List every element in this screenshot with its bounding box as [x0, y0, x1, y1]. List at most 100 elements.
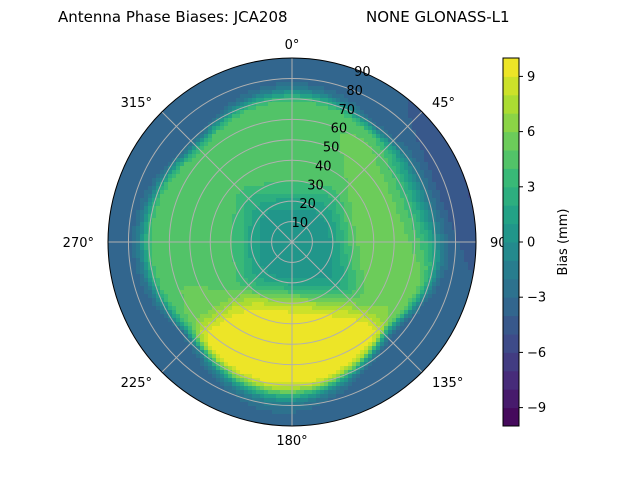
contour-cell	[128, 230, 133, 235]
contour-cell	[260, 146, 265, 151]
contour-cell	[308, 198, 313, 203]
contour-cell	[424, 186, 429, 191]
contour-cell	[304, 130, 309, 135]
contour-cell	[192, 146, 197, 151]
contour-cell	[348, 82, 353, 87]
contour-cell	[440, 146, 445, 151]
contour-cell	[360, 194, 365, 199]
contour-cell	[268, 154, 273, 159]
contour-cell	[244, 134, 249, 139]
contour-cell	[192, 258, 197, 263]
contour-cell	[428, 246, 433, 251]
contour-cell	[276, 294, 281, 299]
contour-cell	[276, 262, 281, 267]
contour-cell	[348, 306, 353, 311]
contour-cell	[372, 230, 377, 235]
contour-cell	[416, 182, 421, 187]
contour-cell	[460, 234, 465, 239]
contour-cell	[428, 170, 433, 175]
contour-cell	[400, 250, 405, 255]
contour-cell	[256, 134, 261, 139]
contour-cell	[344, 146, 349, 151]
contour-cell	[156, 254, 161, 259]
contour-cell	[388, 242, 393, 247]
contour-cell	[140, 150, 145, 155]
contour-cell	[380, 214, 385, 219]
contour-cell	[156, 158, 161, 163]
contour-cell	[244, 114, 249, 119]
contour-cell	[304, 122, 309, 127]
contour-cell	[324, 202, 329, 207]
contour-cell	[196, 246, 201, 251]
contour-cell	[404, 298, 409, 303]
contour-cell	[192, 306, 197, 311]
contour-cell	[300, 186, 305, 191]
contour-cell	[288, 246, 293, 251]
contour-cell	[220, 302, 225, 307]
contour-cell	[144, 174, 149, 179]
contour-cell	[260, 86, 265, 91]
contour-cell	[148, 294, 153, 299]
contour-cell	[304, 246, 309, 251]
contour-cell	[276, 142, 281, 147]
contour-cell	[404, 190, 409, 195]
contour-cell	[368, 86, 373, 91]
contour-cell	[336, 98, 341, 103]
contour-cell	[308, 246, 313, 251]
contour-cell	[344, 78, 349, 83]
contour-cell	[272, 294, 277, 299]
contour-cell	[404, 178, 409, 183]
contour-cell	[296, 210, 301, 215]
contour-cell	[312, 158, 317, 163]
contour-cell	[144, 142, 149, 147]
contour-cell	[304, 62, 309, 67]
contour-cell	[388, 278, 393, 283]
contour-cell	[344, 202, 349, 207]
contour-cell	[200, 106, 205, 111]
contour-cell	[396, 182, 401, 187]
contour-cell	[336, 162, 341, 167]
contour-cell	[140, 166, 145, 171]
contour-cell	[220, 206, 225, 211]
contour-cell	[464, 190, 469, 195]
contour-cell	[124, 266, 129, 271]
contour-cell	[244, 190, 249, 195]
contour-cell	[252, 258, 257, 263]
contour-cell	[456, 178, 461, 183]
contour-cell	[200, 98, 205, 103]
contour-cell	[224, 226, 229, 231]
contour-cell	[320, 262, 325, 267]
contour-cell	[136, 218, 141, 223]
contour-cell	[436, 274, 441, 279]
contour-cell	[124, 302, 129, 307]
contour-cell	[168, 194, 173, 199]
contour-cell	[400, 178, 405, 183]
contour-cell	[268, 126, 273, 131]
contour-cell	[344, 218, 349, 223]
contour-cell	[288, 78, 293, 83]
contour-cell	[180, 242, 185, 247]
contour-cell	[164, 274, 169, 279]
contour-cell	[408, 190, 413, 195]
contour-cell	[464, 262, 469, 267]
contour-cell	[296, 78, 301, 83]
contour-cell	[208, 130, 213, 135]
contour-cell	[328, 238, 333, 243]
contour-cell	[164, 178, 169, 183]
contour-cell	[152, 302, 157, 307]
contour-cell	[320, 126, 325, 131]
contour-cell	[136, 270, 141, 275]
contour-cell	[192, 190, 197, 195]
contour-cell	[304, 210, 309, 215]
contour-cell	[212, 150, 217, 155]
contour-cell	[436, 190, 441, 195]
contour-cell	[408, 218, 413, 223]
contour-cell	[124, 170, 129, 175]
contour-cell	[208, 154, 213, 159]
contour-cell	[376, 78, 381, 83]
contour-cell	[140, 254, 145, 259]
contour-cell	[388, 94, 393, 99]
contour-cell	[448, 206, 453, 211]
contour-cell	[412, 222, 417, 227]
contour-cell	[348, 62, 353, 67]
